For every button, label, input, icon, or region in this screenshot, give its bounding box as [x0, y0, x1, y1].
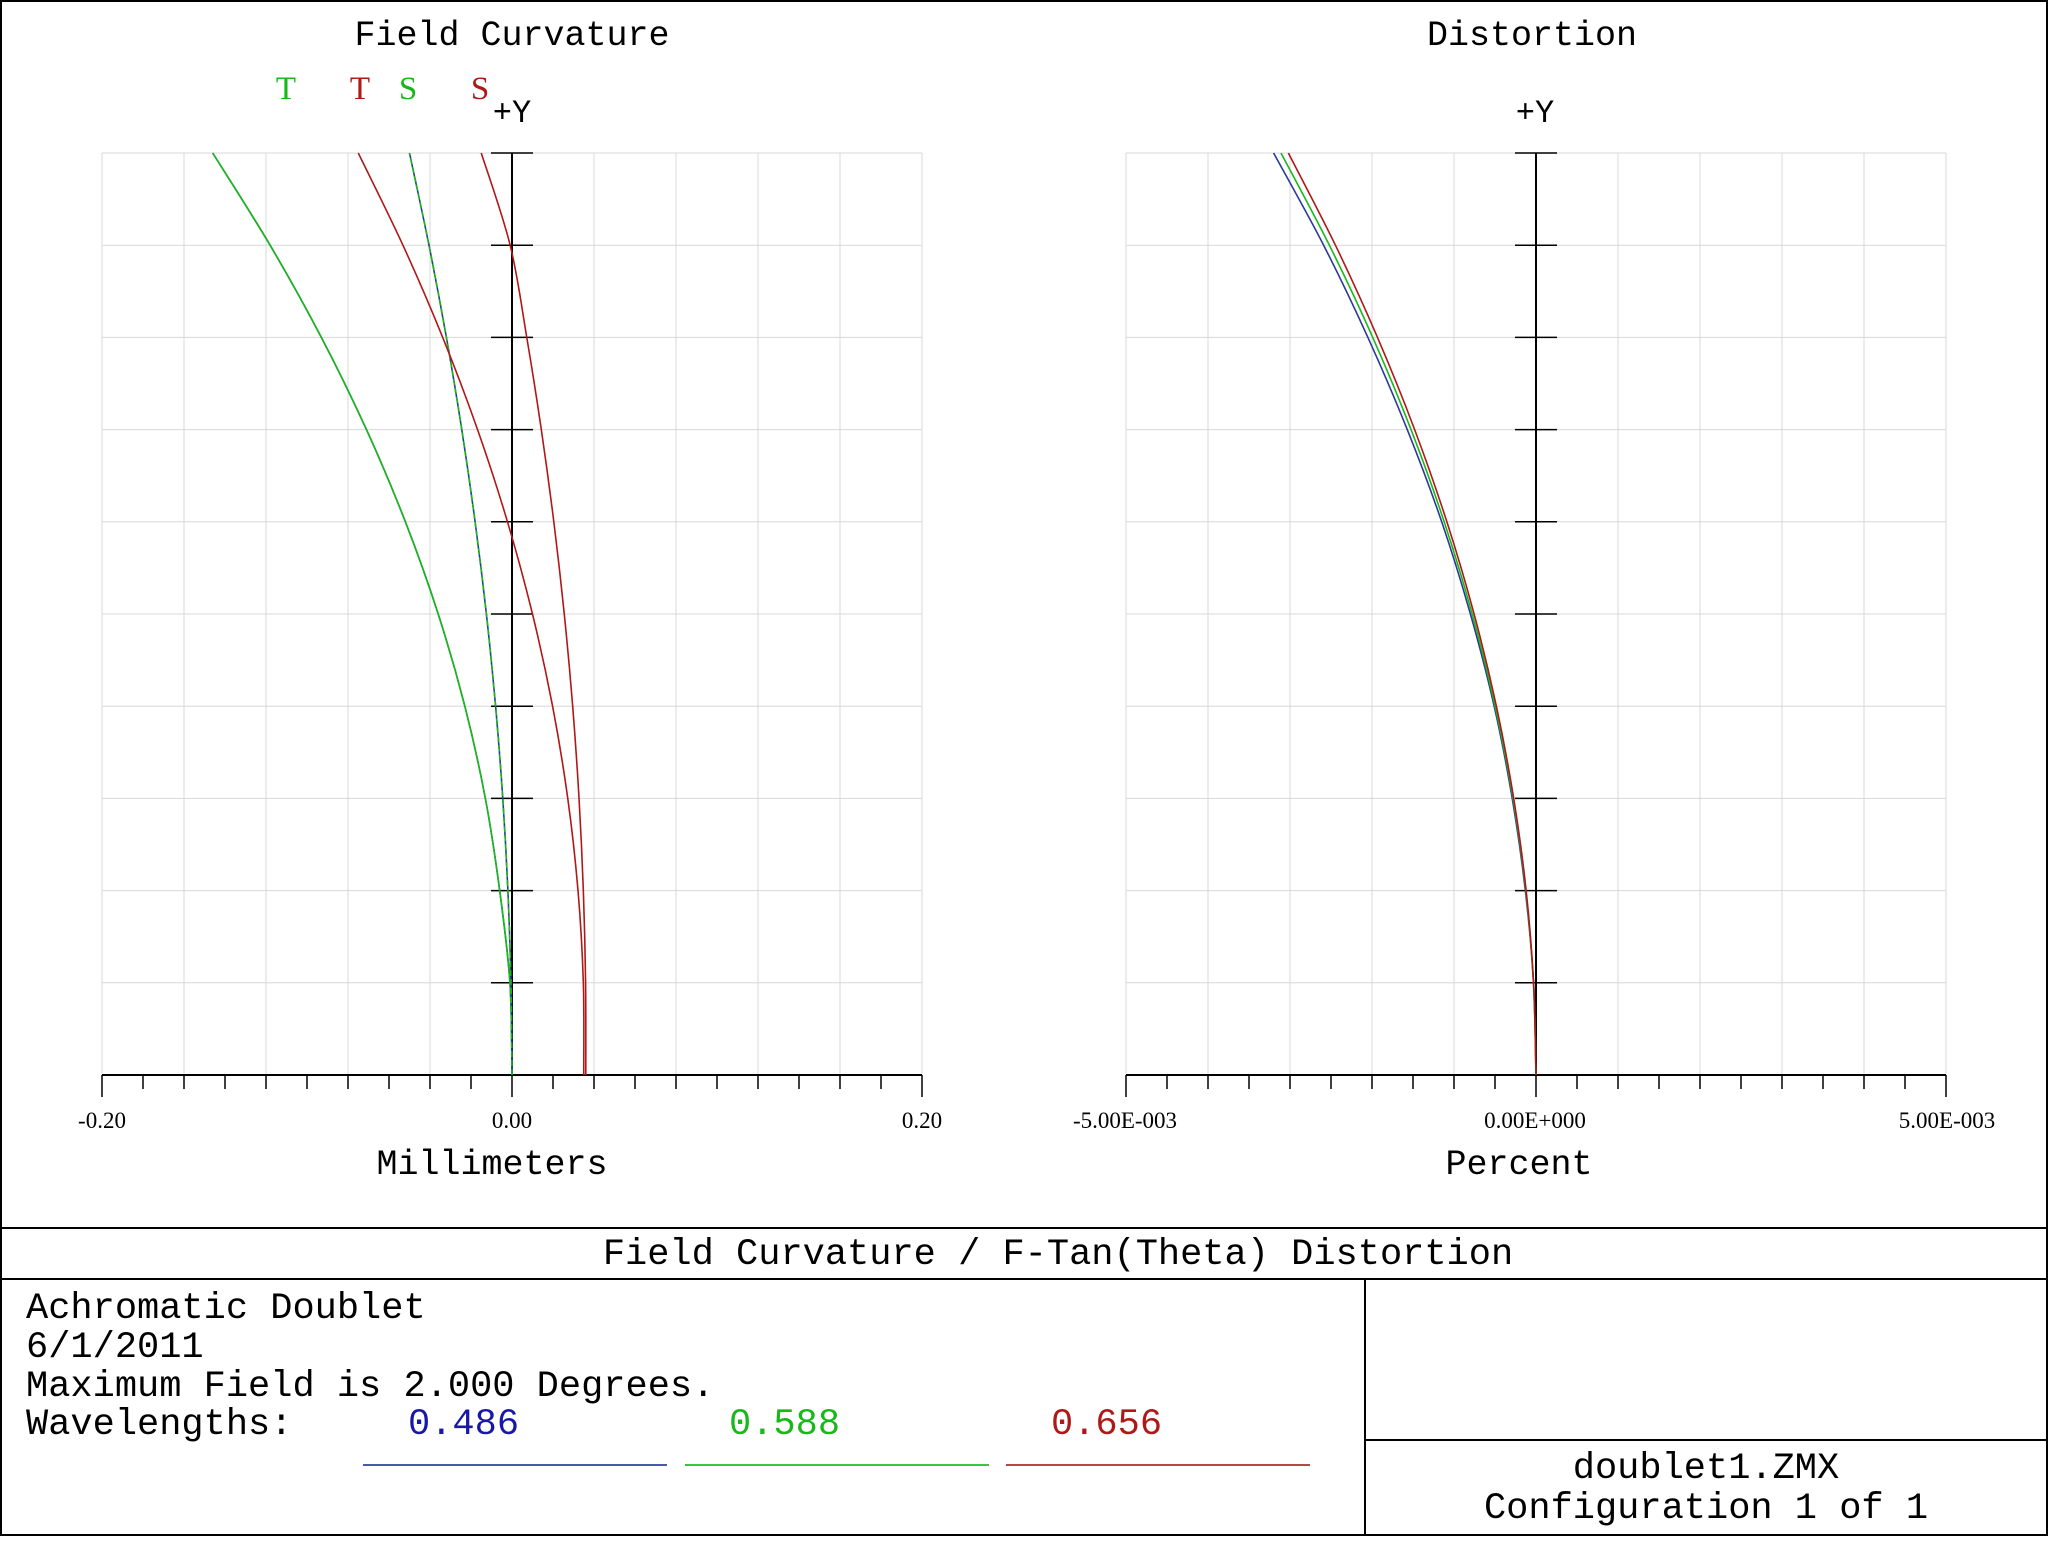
distortion-y-marker: +Y	[1516, 95, 1554, 132]
max-field-note: Maximum Field is 2.000 Degrees.	[26, 1366, 714, 1408]
lens-title: Achromatic Doublet	[26, 1288, 426, 1330]
series-line	[212, 152, 513, 1076]
field-curvature-series	[212, 152, 587, 1076]
field-curvature-legend: T T S S	[276, 71, 489, 107]
wavelength-value: 0.588	[729, 1404, 840, 1446]
x-tick-label: -0.20	[78, 1108, 126, 1133]
x-tick-label: 0.00E+000	[1484, 1108, 1586, 1133]
field-curvature-y-marker: +Y	[493, 95, 531, 132]
series-line	[408, 152, 513, 1076]
configuration-label: Configuration 1 of 1	[1484, 1488, 1928, 1530]
field-curvature-tick-labels: -0.20 0.00 0.20	[78, 1108, 942, 1133]
x-tick-label: 5.00E-003	[1899, 1108, 1995, 1133]
analysis-date: 6/1/2011	[26, 1327, 204, 1369]
legend-entry: S	[471, 71, 489, 107]
legend-entry: T	[276, 71, 296, 107]
series-line	[1287, 152, 1537, 1076]
wavelengths-label: Wavelengths:	[26, 1404, 292, 1446]
field-curvature-plot: Field Curvature +Y Millimeters -0.20 0.0…	[78, 16, 942, 1185]
x-tick-label: -5.00E-003	[1073, 1108, 1177, 1133]
x-tick-label: 0.20	[902, 1108, 942, 1133]
analysis-title: Field Curvature / F-Tan(Theta) Distortio…	[603, 1234, 1513, 1276]
wavelength-value: 0.486	[408, 1404, 519, 1446]
distortion-x-label: Percent	[1445, 1145, 1592, 1185]
distortion-series	[1272, 152, 1537, 1076]
field-curvature-x-label: Millimeters	[376, 1145, 607, 1185]
legend-entry: T	[350, 71, 370, 107]
file-name: doublet1.ZMX	[1573, 1448, 1839, 1490]
footer-panel: Field Curvature / F-Tan(Theta) Distortio…	[26, 1234, 1928, 1530]
distortion-plot: Distortion +Y Percent -5.00E-003 0.00E+0…	[1073, 16, 1995, 1185]
wavelength-value: 0.656	[1051, 1404, 1162, 1446]
series-line	[480, 152, 587, 1076]
field-curvature-axes	[101, 152, 923, 1097]
distortion-axes	[1125, 152, 1947, 1097]
distortion-title: Distortion	[1427, 16, 1637, 56]
field-curvature-title: Field Curvature	[354, 16, 669, 56]
x-tick-label: 0.00	[492, 1108, 532, 1133]
series-line	[357, 152, 585, 1076]
distortion-tick-labels: -5.00E-003 0.00E+000 5.00E-003	[1073, 1108, 1995, 1133]
legend-entry: S	[399, 71, 417, 107]
